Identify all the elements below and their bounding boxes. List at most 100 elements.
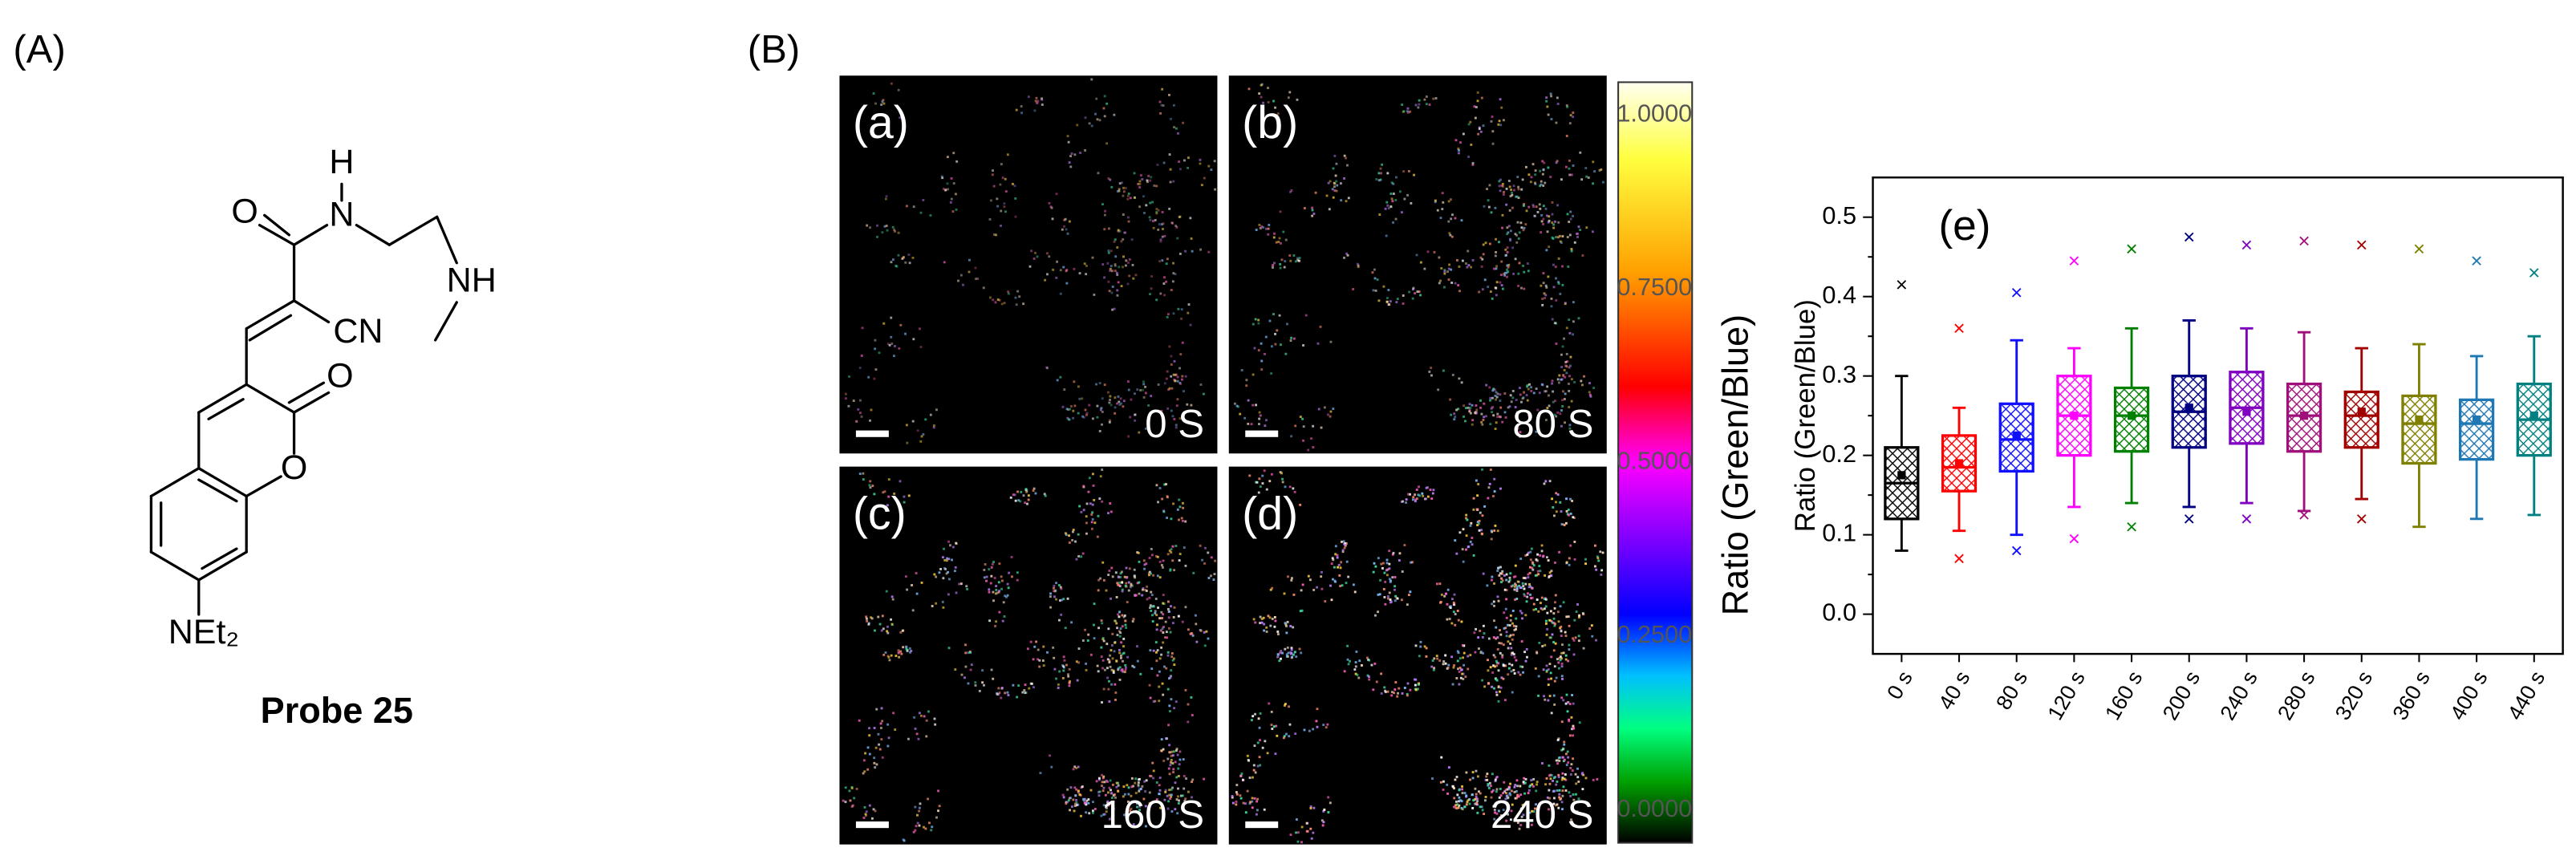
signal-dot: [1300, 651, 1303, 655]
signal-dot: [1273, 262, 1276, 265]
signal-dot: [1555, 676, 1558, 679]
signal-dot: [1487, 659, 1489, 662]
signal-dot: [1259, 485, 1262, 489]
signal-dot: [1540, 284, 1543, 287]
signal-dot: [1285, 653, 1288, 656]
signal-dot: [1131, 263, 1134, 266]
signal-dot: [1100, 646, 1103, 649]
signal-dot: [878, 623, 882, 626]
signal-dot: [1085, 273, 1088, 276]
signal-dot: [1076, 679, 1079, 682]
signal-dot: [1151, 220, 1154, 222]
signal-dot: [1182, 506, 1185, 509]
signal-dot: [1543, 482, 1546, 485]
signal-dot: [1373, 277, 1377, 280]
signal-dot: [1256, 809, 1259, 812]
signal-dot: [1514, 784, 1517, 786]
signal-dot: [1333, 185, 1336, 189]
signal-dot: [1169, 797, 1172, 800]
signal-dot: [1150, 287, 1153, 290]
signal-dot: [1134, 576, 1137, 579]
signal-dot: [1016, 290, 1020, 293]
signal-dot: [1443, 286, 1446, 289]
signal-dot: [1175, 798, 1178, 801]
signal-dot: [1475, 412, 1478, 415]
signal-dot: [1311, 214, 1314, 217]
signal-dot: [1385, 300, 1389, 303]
signal-dot: [1506, 250, 1509, 254]
signal-dot: [1110, 185, 1114, 189]
signal-dot: [1147, 174, 1150, 177]
signal-dot: [1489, 423, 1492, 426]
signal-dot: [1130, 807, 1133, 810]
signal-dot: [1552, 617, 1556, 620]
signal-dot: [1483, 278, 1487, 282]
signal-dot: [884, 651, 887, 654]
signal-dot: [1453, 412, 1456, 416]
signal-dot: [1572, 164, 1575, 167]
signal-dot: [1105, 810, 1108, 813]
signal-dot: [1106, 800, 1110, 803]
signal-dot: [1178, 518, 1180, 521]
signal-dot: [1081, 397, 1084, 400]
signal-dot: [1162, 566, 1164, 569]
signal-dot: [1522, 229, 1525, 232]
signal-dot: [1493, 604, 1495, 607]
signal-dot: [1429, 489, 1432, 491]
signal-dot: [1166, 794, 1169, 797]
signal-dot: [1067, 675, 1070, 678]
signal-dot: [1461, 548, 1464, 551]
signal-dot: [1299, 503, 1302, 506]
signal-dot: [1507, 406, 1510, 409]
signal-dot: [1581, 788, 1584, 791]
signal-dot: [1464, 675, 1467, 679]
signal-dot: [1414, 498, 1418, 501]
signal-dot: [1166, 607, 1170, 610]
signal-dot: [1167, 616, 1170, 619]
signal-dot: [1210, 574, 1212, 578]
signal-dot: [1482, 253, 1485, 256]
signal-dot: [1458, 796, 1461, 799]
y-axis-label: Ratio (Green/Blue): [1790, 299, 1821, 532]
signal-dot: [1426, 495, 1430, 498]
signal-dot: [1476, 524, 1479, 526]
signal-dot: [1555, 277, 1557, 280]
signal-dot: [1322, 809, 1325, 813]
signal-dot: [1415, 254, 1418, 257]
signal-dot: [1258, 411, 1261, 414]
signal-dot: [1088, 812, 1091, 815]
signal-dot: [1272, 236, 1276, 239]
signal-dot: [1282, 736, 1285, 740]
signal-dot: [1560, 510, 1563, 513]
signal-dot: [1170, 675, 1172, 678]
signal-dot: [878, 351, 881, 355]
signal-dot: [1125, 259, 1128, 262]
signal-dot: [1373, 562, 1376, 565]
signal-dot: [1503, 790, 1507, 793]
signal-dot: [1052, 646, 1055, 649]
signal-dot: [1569, 544, 1572, 547]
signal-dot: [1061, 664, 1064, 667]
signal-dot: [1012, 493, 1015, 497]
signal-dot: [1114, 641, 1117, 644]
signal-dot: [1519, 558, 1523, 560]
signal-dot: [1028, 687, 1031, 690]
signal-dot: [1545, 99, 1548, 103]
signal-dot: [1117, 395, 1120, 398]
signal-dot: [1257, 322, 1260, 325]
signal-dot: [1464, 420, 1466, 423]
signal-dot: [1157, 383, 1160, 386]
signal-dot: [899, 650, 903, 653]
signal-dot: [892, 712, 895, 715]
signal-dot: [1442, 660, 1446, 663]
signal-dot: [1013, 493, 1016, 497]
signal-dot: [1066, 801, 1069, 804]
signal-dot: [1523, 651, 1527, 654]
signal-dot: [1584, 167, 1588, 169]
signal-dot: [1387, 289, 1390, 291]
signal-dot: [1559, 412, 1562, 416]
signal-dot: [1506, 788, 1509, 791]
signal-dot: [1191, 778, 1195, 781]
signal-dot: [1053, 584, 1056, 587]
signal-dot: [1454, 804, 1458, 806]
